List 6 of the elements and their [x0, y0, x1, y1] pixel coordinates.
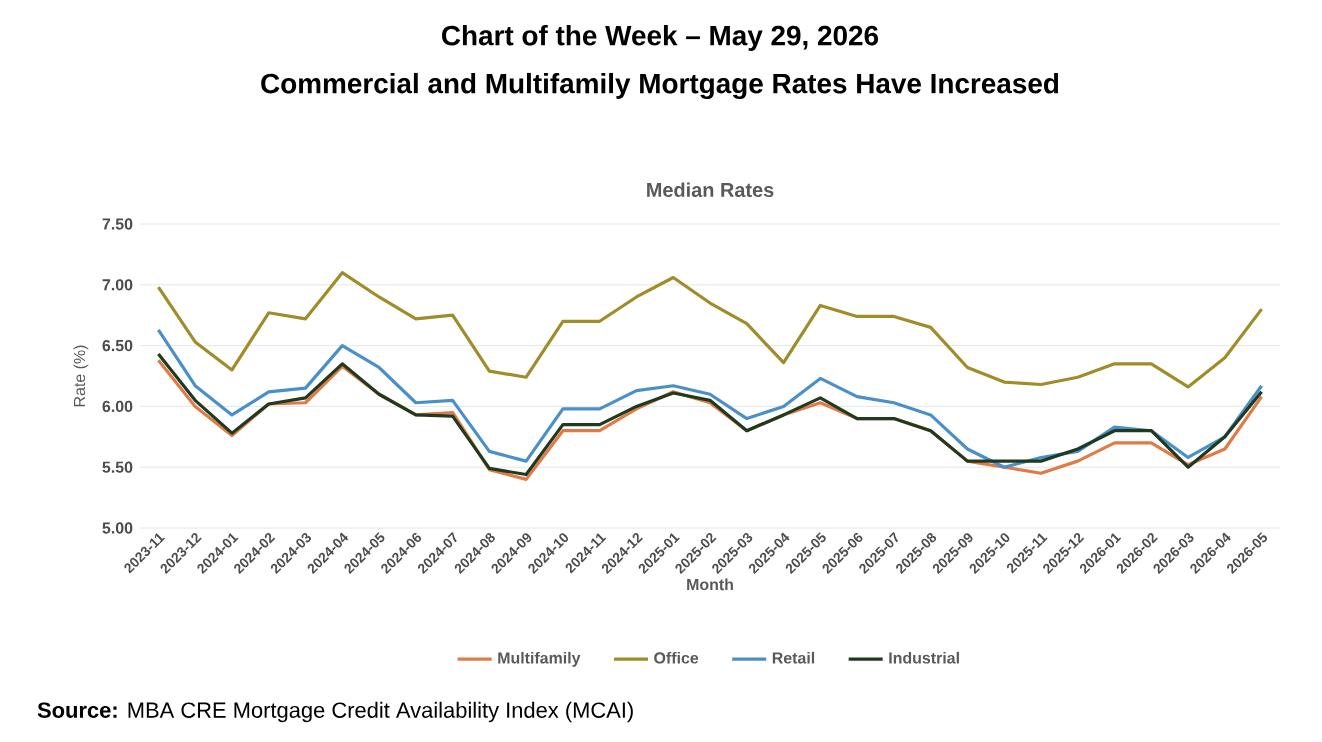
- text: Source: MBA CRE Mortgage Credit Availability Index (MCAI): [37, 701, 633, 723]
- chart-subtitle: Commercial and Multifamily Mortgage Rates Have Increased: [261, 72, 1059, 100]
- line-series: [156, 271, 1264, 389]
- line-series: [156, 328, 1264, 469]
- chart-title: Chart of the Week – May 29, 2026: [442, 24, 879, 51]
- text: Median Rates: [647, 182, 774, 198]
